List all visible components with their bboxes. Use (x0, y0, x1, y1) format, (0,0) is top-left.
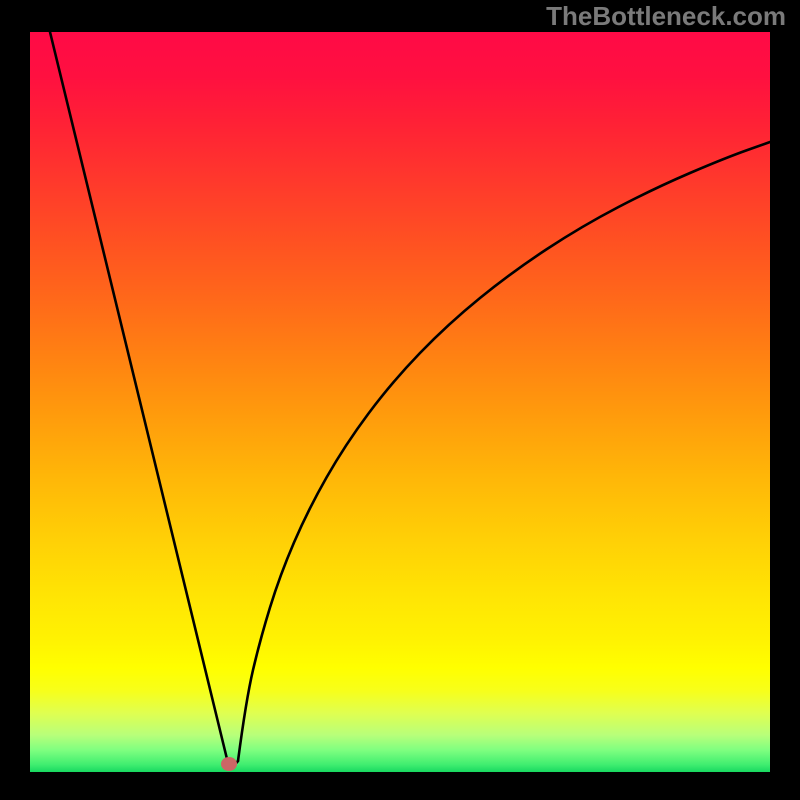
curve-right-branch (238, 142, 770, 761)
minimum-marker (221, 757, 237, 771)
watermark-label: TheBottleneck.com (546, 1, 786, 32)
curve-layer (0, 0, 800, 800)
chart-container: TheBottleneck.com (0, 0, 800, 800)
curve-left-branch (50, 32, 227, 759)
